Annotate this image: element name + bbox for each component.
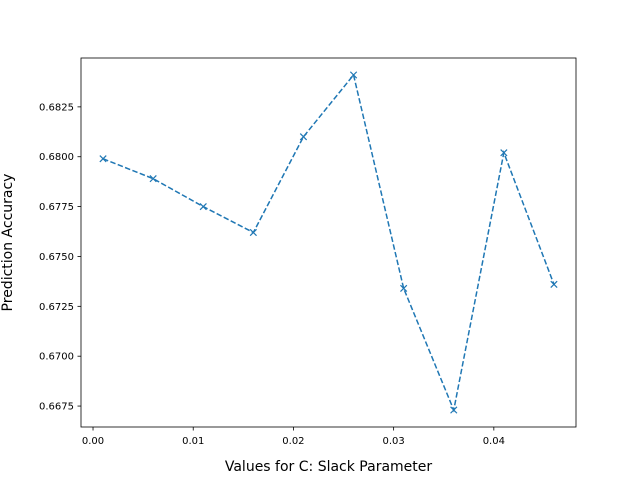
x-axis-label: Values for C: Slack Parameter — [225, 459, 433, 475]
y-tick-label: 0.6825 — [39, 102, 74, 113]
data-point-marker — [500, 149, 508, 157]
data-point-marker — [149, 175, 157, 183]
y-axis-ticks: 0.6675 0.6700 0.6725 0.6750 0.6775 0.6800 0.68… — [39, 102, 81, 413]
x-tick-label: 0.00 — [82, 436, 104, 447]
series-line — [102, 73, 555, 413]
y-tick-label: 0.6675 — [39, 402, 74, 413]
data-point-marker — [299, 133, 308, 141]
y-tick-label: 0.6750 — [39, 252, 74, 263]
data-point-marker — [99, 155, 107, 163]
y-axis-label: Prediction Accuracy — [0, 174, 16, 312]
x-tick-label: 0.01 — [182, 436, 204, 447]
y-tick-label: 0.6775 — [39, 202, 74, 213]
data-point-marker — [199, 202, 207, 211]
plot-frame — [80, 57, 577, 428]
y-tick-label: 0.6700 — [39, 352, 74, 363]
x-axis-ticks: 0.00 0.01 0.02 0.03 0.04 — [82, 427, 505, 447]
y-tick-label: 0.6725 — [39, 302, 74, 313]
x-tick-label: 0.03 — [382, 436, 404, 447]
data-point-marker — [550, 280, 558, 289]
data-point-marker — [249, 228, 257, 237]
data-point-marker — [400, 284, 408, 292]
x-tick-label: 0.04 — [483, 436, 505, 447]
y-tick-label: 0.6800 — [39, 152, 74, 163]
plot-area — [81, 58, 576, 427]
data-point-marker — [349, 71, 358, 79]
series-layer — [99, 71, 558, 414]
x-tick-label: 0.02 — [282, 436, 304, 447]
data-point-marker — [450, 406, 458, 414]
